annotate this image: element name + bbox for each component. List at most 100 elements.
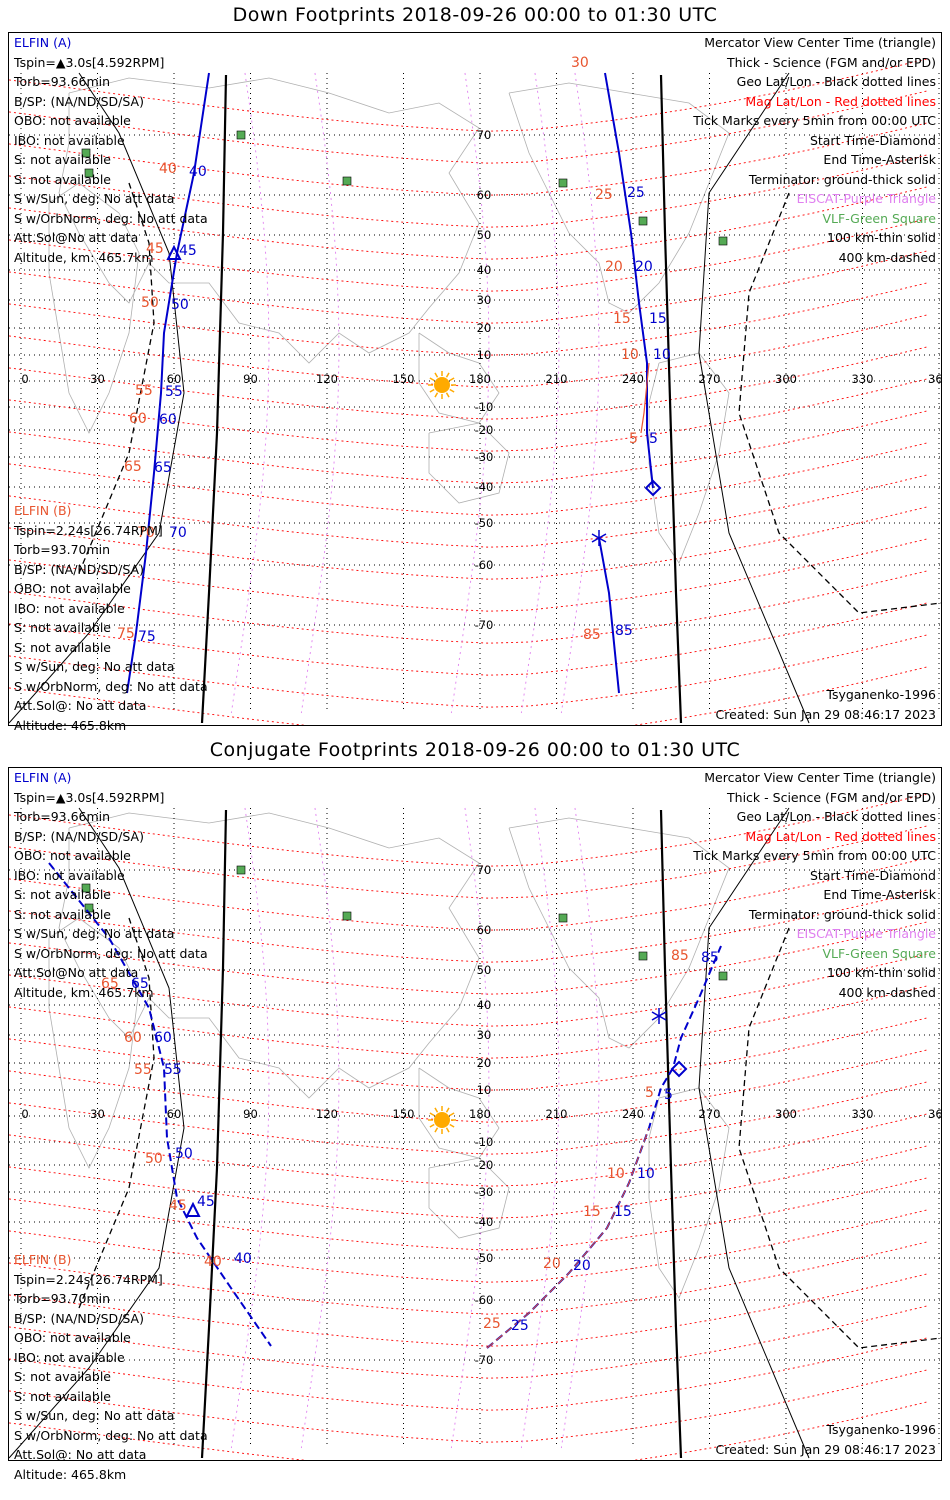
horizon-100km-west <box>9 72 185 724</box>
tick-label-elfin-a: 10 <box>653 347 671 363</box>
sun-ray <box>434 1107 439 1113</box>
tick-label-elfin-b: 20 <box>605 259 623 275</box>
tick-label-elfin-b: 25 <box>595 187 613 203</box>
elfin-a-conj-track-east <box>486 945 722 1349</box>
lat-tick-label: -60 <box>475 1293 494 1307</box>
tick-label-elfin-a: 65 <box>131 976 149 992</box>
elfin-a-info-down: ELFIN (A) Tspin=▲3.0s[4.592RPM] Torb=93.66… <box>14 33 208 267</box>
lon-tick-label: 90 <box>243 1107 258 1121</box>
lat-tick-label: -60 <box>475 558 494 572</box>
elfin-b-info-line: B/SP: (NA/ND/SD/SA) <box>14 1310 144 1326</box>
horizon-100km-east <box>698 807 810 1459</box>
elfin-a-info-line: Tspin=▲3.0s[4.592RPM] <box>14 54 165 70</box>
elfin-b-info-line: OBO: not available <box>14 1330 131 1345</box>
lon-tick-label: 0 <box>21 372 28 386</box>
vlf-station-square <box>638 216 648 226</box>
elfin-b-info-line: IBO: not available <box>14 600 125 616</box>
map-canvas-conjugate: 0 30 60 90 120 150 180 210 240 270 300 330 360 70 60 50… <box>9 793 941 1460</box>
lon-tick-label: 300 <box>775 1107 797 1121</box>
elfin-a-info-line: Att.Sol@No att data <box>14 965 139 980</box>
elfin-b-info-line: Tspin=2.24s[26.74RPM] <box>14 522 163 538</box>
vlf-station-square <box>84 168 94 178</box>
legend-item: 100 km-thin solid <box>827 965 936 980</box>
tick-label-elfin-b: 45 <box>169 1198 187 1214</box>
lon-tick-label: 60 <box>167 1107 182 1121</box>
lon-tick-label: 180 <box>469 1107 491 1121</box>
lon-tick-label: 30 <box>90 372 105 386</box>
elfin-a-info-line: S w/Sun, deg: No att data <box>14 926 175 941</box>
lon-tick-label: 270 <box>699 372 721 386</box>
legend-item: 100 km-thin solid <box>827 230 936 245</box>
elfin-a-track-east <box>604 72 654 489</box>
tick-label-elfin-a: 60 <box>154 1030 172 1046</box>
sun-ray <box>445 392 450 398</box>
tick-label-elfin-b: 15 <box>613 311 631 327</box>
terminator-west <box>200 809 228 1459</box>
elfin-b-info-line: S: not available <box>14 639 111 655</box>
tick-label-elfin-a: 20 <box>573 1258 591 1274</box>
mag-meridian <box>520 807 560 1449</box>
mag-parallel <box>9 1177 930 1251</box>
legend-item: VLF-Green Square <box>822 210 936 226</box>
coastline <box>508 82 730 314</box>
lon-tick-label: 300 <box>775 372 797 386</box>
lon-tick-label: 60 <box>167 372 182 386</box>
lon-tick-label: 150 <box>393 1107 415 1121</box>
tick-label-elfin-a: 85 <box>615 623 633 639</box>
start-time-diamond <box>644 479 662 497</box>
terminator-east <box>659 809 683 1459</box>
tick-label-elfin-b: 15 <box>583 1204 601 1220</box>
lon-tick-label: 360 <box>928 372 941 386</box>
lat-tick-label: 50 <box>477 228 492 242</box>
elfin-a-info-line: S: not available <box>14 171 111 187</box>
lat-tick-label: 60 <box>477 923 492 937</box>
elfin-a-track-south <box>598 537 620 694</box>
mag-meridian <box>450 807 490 1449</box>
elfin-b-info-line: IBO: not available <box>14 1349 125 1365</box>
elfin-b-info-conjugate: ELFIN (B) Tspin=2.24s[26.74RPM] Torb=93.70… <box>14 1250 208 1484</box>
elfin-a-info-line: Tspin=▲3.0s[4.592RPM] <box>14 789 165 805</box>
legend-item: Start Time-Diamond <box>809 867 936 883</box>
tick-label-elfin-b: 45 <box>146 241 164 257</box>
lat-tick-label: -20 <box>475 423 494 437</box>
sun-ray <box>445 1107 450 1113</box>
tick-label-elfin-b: 40 <box>204 1254 222 1270</box>
tick-label-elfin-a: 45 <box>197 1194 215 1210</box>
model-label-down: Tsyganenko-1996 <box>826 687 936 702</box>
horizon-400km-west <box>78 182 155 574</box>
panel-title-conjugate: Conjugate Footprints 2018-09-26 00:00 to… <box>209 739 741 761</box>
lat-tick-label: 20 <box>477 1056 492 1070</box>
mag-parallel <box>9 1113 930 1187</box>
sun-ray <box>449 1123 455 1128</box>
sun-ray <box>449 377 455 382</box>
elfin-a-info-line: S w/OrbNorm, deg: No att data <box>14 945 208 961</box>
elfin-a-info-line: OBO: not available <box>14 113 131 128</box>
lat-tick-label: 30 <box>477 293 492 307</box>
elfin-b-info-line: B/SP: (NA/ND/SD/SA) <box>14 561 144 577</box>
horizon-100km-west <box>9 807 185 1459</box>
lat-tick-label: -30 <box>475 450 494 464</box>
sun-disk <box>434 1112 450 1128</box>
legend-item: Terminator: ground-thick solid <box>748 906 936 922</box>
tick-label-elfin-a: 70 <box>169 525 187 541</box>
tick-label-elfin-a: 85 <box>701 950 719 966</box>
elfin-b-info-line: S w/OrbNorm, deg: No att data <box>14 678 208 694</box>
sun-ray <box>449 388 455 393</box>
elfin-a-info-line: OBO: not available <box>14 848 131 863</box>
tick-label-elfin-b: 5 <box>629 431 638 447</box>
lat-tick-label: -10 <box>475 1135 494 1149</box>
tick-label-elfin-b: 5 <box>645 1085 654 1101</box>
legend-item: Geo Lat/Lon - Black dotted lines <box>736 74 936 89</box>
tick-label-elfin-a: 15 <box>649 311 667 327</box>
map-canvas-down: 0 30 60 90 120 150 180 210 240 270 300 330 360 70 60 50… <box>9 55 941 725</box>
lon-tick-label: 240 <box>622 372 644 386</box>
mag-meridian <box>230 807 270 1449</box>
mag-meridian <box>560 72 600 714</box>
tick-label-elfin-a: 50 <box>175 1146 193 1162</box>
coastline <box>58 77 480 364</box>
tick-label-elfin-b: 20 <box>543 1256 561 1272</box>
elfin-a-info-line: Altitude, km: 465.7km <box>14 984 154 1000</box>
legend-item: Terminator: ground-thick solid <box>748 171 936 187</box>
elfin-a-info-line: S w/OrbNorm, deg: No att data <box>14 210 208 226</box>
elfin-b-info-line: OBO: not available <box>14 581 131 596</box>
